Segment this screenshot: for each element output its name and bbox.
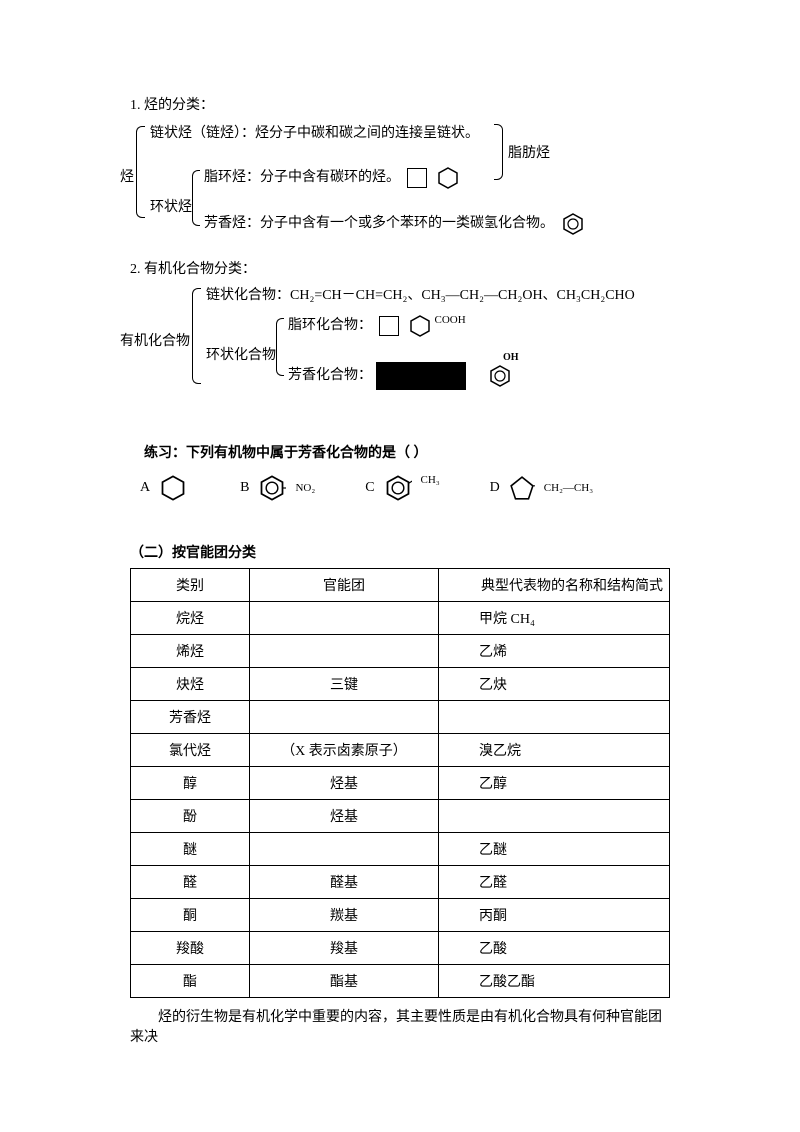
option-a: A [140, 474, 190, 502]
square-icon [407, 168, 427, 188]
th-group: 官能团 [250, 569, 439, 602]
s2-alicyclic: 脂环化合物： COOH [288, 314, 470, 338]
s2-root: 有机化合物 [120, 330, 190, 350]
section-1: 1. 烃的分类： 烃 链状烃（链烃）：烃分子中碳和碳之间的连接呈链状。 脂肪烃 … [130, 94, 670, 228]
hexagon-icon [408, 314, 432, 338]
table-row: 酮羰基丙酮 [131, 899, 670, 932]
section-2: 2. 有机化合物分类： 有机化合物 链状化合物：CH₂=CH－CH=CH₂、CH… [130, 258, 670, 402]
hexagon-icon [436, 166, 460, 190]
table-row: 烷烃甲烷 CH₄ [131, 602, 670, 635]
s2-title: 2. 有机化合物分类： [130, 258, 670, 278]
s2-aromatic: 芳香化合物： OH [288, 362, 515, 390]
s1-title: 1. 烃的分类： [130, 94, 670, 114]
s1-alicyclic: 脂环烃：分子中含有碳环的烃。 [204, 166, 463, 190]
option-d: D CH₂—CH₃ [490, 475, 593, 501]
th-example: 典型代表物的名称和结构简式 [439, 569, 670, 602]
option-b: B NO₂ [240, 474, 315, 502]
ch2ch3-label: CH₂—CH₃ [544, 482, 593, 494]
s1-ring-root: 环状烃 [150, 196, 192, 216]
phenol-icon [488, 364, 512, 388]
table-row: 炔烃三键乙炔 [131, 668, 670, 701]
table-row: 酚烃基 [131, 800, 670, 833]
s1-root: 烃 [120, 166, 134, 186]
s2-chain: 链状化合物：CH₂=CH－CH=CH₂、CH₃—CH₂—CH₂OH、CH₃CH₂… [206, 284, 666, 304]
ch3-label: CH₃ [421, 474, 440, 486]
square-icon [379, 316, 399, 336]
hexagon-icon [159, 474, 187, 502]
table-row: 氯代烃（X 表示卤素原子）溴乙烷 [131, 734, 670, 767]
table-row: 羧酸羧基乙酸 [131, 932, 670, 965]
benzene-icon [561, 212, 585, 236]
exercise: 练习：下列有机物中属于芳香化合物的是（ ） A B NO₂ C [130, 442, 670, 502]
functional-group-table: 类别 官能团 典型代表物的名称和结构简式 烷烃甲烷 CH₄ 烯烃乙烯 炔烃三键乙… [130, 568, 670, 998]
benzene-icon [384, 474, 412, 502]
footer-text: 烃的衍生物是有机化学中重要的内容，其主要性质是由有机化合物具有何种官能团来决 [130, 1006, 670, 1046]
s1-fat-label: 脂肪烃 [508, 142, 550, 162]
s2-ring-root: 环状化合物 [206, 344, 276, 364]
th-category: 类别 [131, 569, 250, 602]
table-section-title: （二）按官能团分类 [130, 542, 670, 562]
exercise-prompt: 练习：下列有机物中属于芳香化合物的是（ ） [130, 442, 670, 462]
no2-label: NO₂ [295, 482, 315, 494]
redacted-box [376, 362, 466, 390]
pentagon-icon [509, 475, 535, 501]
oh-label: OH [503, 352, 519, 363]
table-row: 烯烃乙烯 [131, 635, 670, 668]
table-row: 酯酯基乙酸乙酯 [131, 965, 670, 998]
table-row: 醇烃基乙醇 [131, 767, 670, 800]
table-row: 醚乙醚 [131, 833, 670, 866]
s1-chain: 链状烃（链烃）：烃分子中碳和碳之间的连接呈链状。 [150, 122, 650, 142]
table-header-row: 类别 官能团 典型代表物的名称和结构简式 [131, 569, 670, 602]
s1-aromatic: 芳香烃：分子中含有一个或多个苯环的一类碳氢化合物。 [204, 212, 664, 236]
benzene-icon [258, 474, 286, 502]
cooh-label: COOH [435, 314, 466, 326]
table-row: 醛醛基乙醛 [131, 866, 670, 899]
option-c: C CH₃ [365, 474, 439, 502]
table-row: 芳香烃 [131, 701, 670, 734]
